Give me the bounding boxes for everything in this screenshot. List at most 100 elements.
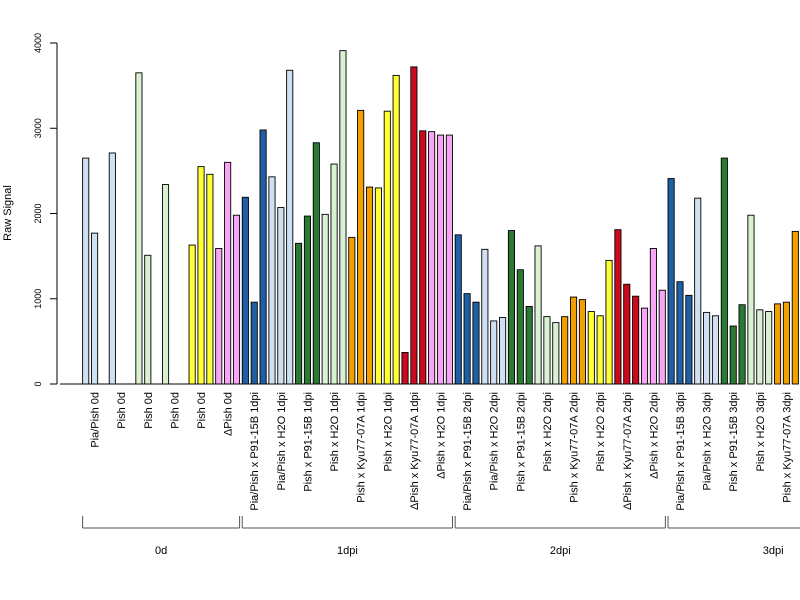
bar-label: Pish x P91-15B 2dpi <box>515 392 527 492</box>
time-group-label: 3dpi <box>763 545 784 557</box>
bar <box>791 230 799 385</box>
bar <box>685 294 693 385</box>
bar <box>197 166 205 385</box>
bar <box>561 316 569 385</box>
bar <box>747 214 755 385</box>
bar-label: Pia/Pish x H2O 1dpi <box>276 392 288 490</box>
bar <box>605 259 613 385</box>
bar <box>640 307 649 385</box>
bar <box>587 311 595 385</box>
y-tick-label: 2000 <box>33 203 43 223</box>
bar <box>490 320 498 385</box>
bar <box>667 178 675 385</box>
y-axis-label: Raw Signal <box>2 185 14 241</box>
bar-label: Pish x Kyu77-07A 3dpi <box>781 392 793 503</box>
bar <box>676 281 684 385</box>
bar-label: Pish 0d <box>116 392 128 429</box>
time-group-label: 0d <box>155 545 167 557</box>
bar-label: ΔPish x H2O 2dpi <box>648 392 660 479</box>
bar-label: Pia/Pish x P91-15B 2dpi <box>462 392 474 511</box>
bar <box>250 301 258 385</box>
bar <box>436 134 445 385</box>
bar <box>534 245 542 385</box>
bar <box>348 236 356 385</box>
bar <box>224 161 232 385</box>
bar-label: Pish 0d <box>169 392 181 429</box>
bar-label: Pia/Pish x P91-15B 1dpi <box>249 392 261 511</box>
bar <box>463 293 471 385</box>
bars <box>82 50 799 385</box>
bar <box>303 215 312 385</box>
bar-label: Pish 0d <box>196 392 208 429</box>
bar <box>215 247 223 385</box>
bar-label: Pish x P91-15B 1dpi <box>302 392 314 492</box>
bar <box>578 299 586 385</box>
bar-label: Pia/Pish x H2O 2dpi <box>489 392 501 490</box>
bar <box>357 109 365 385</box>
bar <box>365 186 374 385</box>
y-tick-label: 1000 <box>33 289 43 309</box>
y-tick-label: 4000 <box>33 33 43 53</box>
time-group-label: 1dpi <box>337 545 358 557</box>
bar <box>206 173 214 385</box>
bar-label: Pish x H2O 1dpi <box>382 392 394 471</box>
bar <box>419 130 427 385</box>
bar <box>614 229 622 385</box>
bar <box>774 303 782 385</box>
bar <box>82 157 90 385</box>
bar <box>570 296 578 385</box>
bar <box>108 152 116 385</box>
bar-label: Pia/Pish 0d <box>90 392 102 448</box>
bar <box>623 283 631 385</box>
bar-label: Pish x H2O 3dpi <box>755 392 767 471</box>
bar <box>383 110 391 385</box>
bar <box>144 254 152 385</box>
bar <box>720 157 728 385</box>
bar-label: ΔPish x Kyu77-07A 2dpi <box>622 392 634 510</box>
bar <box>339 50 347 385</box>
bar <box>161 184 170 385</box>
bar <box>552 322 560 385</box>
bar <box>756 309 764 385</box>
bar <box>428 131 436 385</box>
bar <box>232 214 241 385</box>
bar-label: Pish x P91-15B 3dpi <box>728 392 740 492</box>
bar-label: Pish x Kyu77-07A 2dpi <box>569 392 581 503</box>
bar <box>454 234 462 385</box>
bar-label: Pish x H2O 1dpi <box>329 392 341 471</box>
bar <box>135 72 143 385</box>
bar-label: Pish x Kyu77-07A 1dpi <box>356 392 368 503</box>
bar <box>268 176 276 385</box>
bar <box>516 269 524 385</box>
bar <box>543 316 551 385</box>
bar <box>499 317 507 385</box>
bar <box>596 315 604 385</box>
bar <box>241 196 249 385</box>
bar-label: Pish x H2O 2dpi <box>542 392 554 471</box>
bar <box>259 129 267 385</box>
bar <box>703 311 711 385</box>
bar <box>295 242 303 385</box>
bar-label: ΔPish 0d <box>223 392 235 436</box>
bar <box>445 134 453 385</box>
bar <box>765 311 773 385</box>
bar <box>410 66 418 385</box>
y-axis: 0 1000 2000 3000 4000 <box>33 33 58 387</box>
bar-label: ΔPish x H2O 1dpi <box>436 392 448 479</box>
bar-label: Pia/Pish x H2O 3dpi <box>702 392 714 490</box>
bar <box>481 248 489 385</box>
bar <box>401 352 409 385</box>
bar-labels: Pia/Pish 0d Pish 0d Pish 0d Pish 0d Pish 0d Δ… <box>90 392 794 511</box>
bar <box>729 325 737 385</box>
bar <box>472 301 480 385</box>
bar <box>738 304 746 385</box>
bar <box>277 207 285 385</box>
bar <box>330 163 338 385</box>
bar <box>392 74 400 385</box>
bar <box>525 305 533 385</box>
bar-label: ΔPish x Kyu77-07A 1dpi <box>409 392 421 510</box>
bar-label: Pish 0d <box>143 392 155 429</box>
bar <box>286 69 294 385</box>
time-groups: 0d1dpi2dpi3dpi5dpi <box>82 516 800 557</box>
